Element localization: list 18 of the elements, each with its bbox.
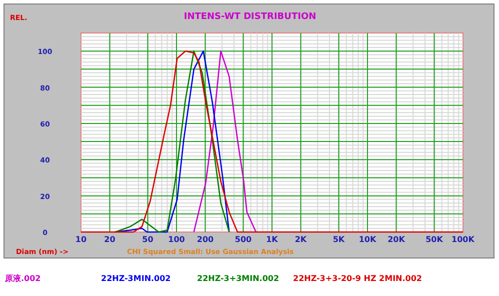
x-tick-label: 50K: [426, 235, 444, 244]
text: 原液.002: [4, 274, 41, 283]
x-tick-label: 100: [168, 235, 186, 244]
x-tick-label: 100K: [452, 235, 476, 244]
chart-title: INTENS-WT DISTRIBUTION: [184, 12, 316, 22]
x-tick-label: 5K: [332, 235, 346, 244]
text: 22HZ-3MIN.002: [101, 274, 171, 283]
x-tick-label: 200: [196, 235, 214, 244]
x-tick-label: 1K: [266, 235, 279, 244]
x-tick-label: 2K: [294, 235, 308, 244]
x-tick-label: 50: [142, 235, 154, 244]
x-tick-label: 10K: [358, 235, 377, 244]
x-tick-label: 500: [234, 235, 252, 244]
x-tick-label: 10: [75, 235, 87, 244]
x-tick-label: 20: [104, 235, 116, 244]
x-tick-label: 20K: [388, 235, 406, 244]
text: 22HZ-3+3MIN.002: [197, 274, 280, 283]
text: 22HZ-3+3-20-9 HZ 2MIN.002: [293, 274, 422, 283]
